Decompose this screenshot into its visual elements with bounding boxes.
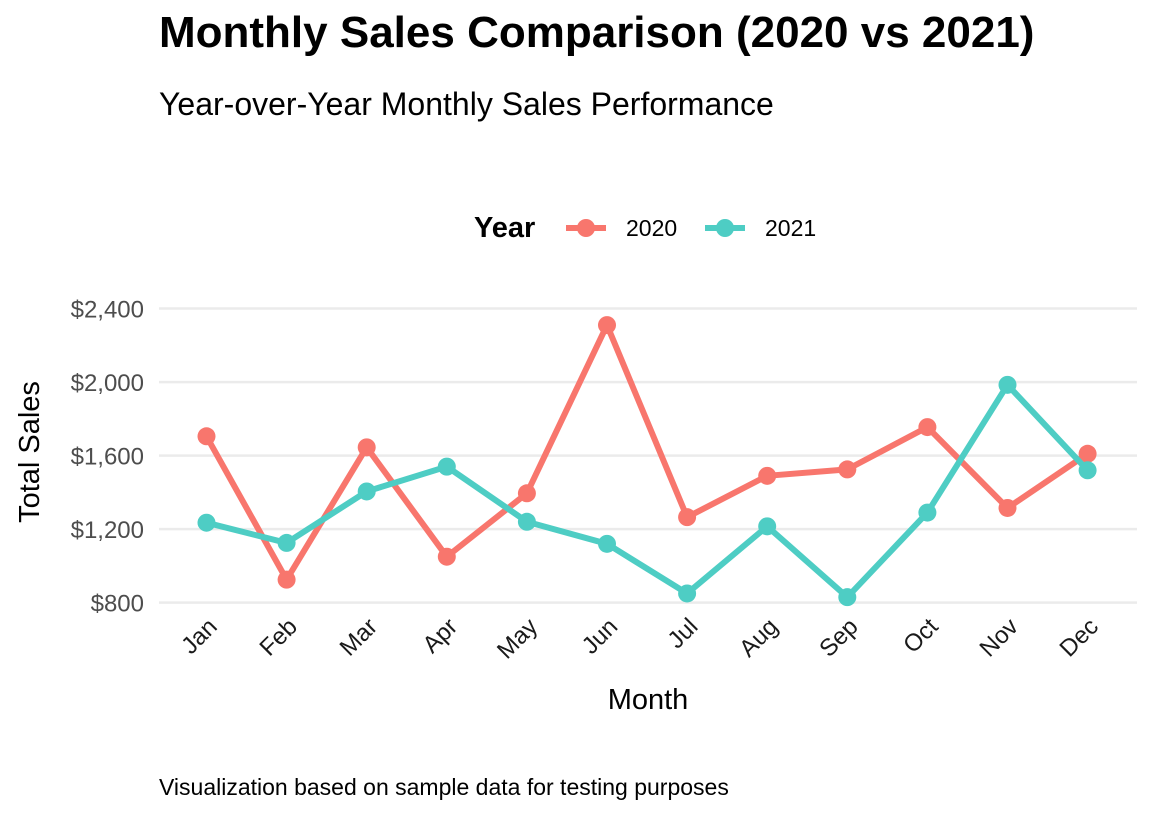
data-point [357, 482, 376, 501]
data-point [598, 316, 616, 335]
x-tick-label: Dec [1055, 613, 1104, 662]
x-tick-label: Nov [974, 613, 1023, 662]
chart-caption: Visualization based on sample data for t… [159, 774, 729, 800]
x-tick-label: Mar [335, 613, 383, 661]
data-point [598, 534, 616, 553]
series-2020 [197, 316, 1097, 589]
data-point [998, 375, 1017, 394]
x-tick-label: Feb [255, 613, 303, 661]
y-tick-label: $1,200 [71, 517, 144, 544]
legend-label: 2020 [626, 215, 677, 241]
data-point [517, 512, 536, 531]
data-point [1078, 461, 1097, 480]
x-tick-label: Jan [176, 613, 222, 659]
line-chart: Year 2020 2021 $800 $1,200 $1,600 $2,000 $2,4… [14, 212, 1137, 716]
data-point [758, 466, 777, 485]
chart-title: Monthly Sales Comparison (2020 vs 2021) [159, 8, 1035, 57]
data-point [838, 588, 857, 607]
data-point [437, 547, 456, 566]
data-point [357, 438, 376, 457]
y-tick-label: $800 [91, 591, 144, 618]
chart-subtitle: Year-over-Year Monthly Sales Performance [159, 86, 774, 122]
data-point [758, 517, 777, 536]
data-point [918, 503, 937, 522]
y-tick-label: $2,400 [71, 297, 144, 324]
data-point [197, 513, 216, 532]
series-layer [197, 316, 1097, 607]
data-point [678, 584, 697, 603]
x-tick-label: Jun [577, 613, 623, 659]
x-tick-label: Apr [418, 613, 464, 659]
data-point [678, 508, 697, 527]
x-tick-label: Oct [898, 613, 944, 659]
data-point [277, 533, 296, 552]
data-point [437, 457, 456, 476]
x-tick-label: Sep [814, 613, 863, 662]
x-tick-label: Jul [663, 613, 704, 654]
series-line [203, 322, 1091, 583]
legend-key-point [577, 219, 595, 237]
data-point [998, 498, 1017, 517]
legend-label: 2021 [765, 215, 816, 241]
x-tick-label: Aug [734, 613, 783, 662]
data-point [838, 460, 857, 479]
x-tick-label: May [492, 613, 543, 664]
y-axis-title: Total Sales [14, 381, 46, 523]
y-tick-label: $1,600 [71, 444, 144, 471]
legend-key-point [716, 219, 734, 237]
legend-title: Year [474, 212, 535, 244]
legend: Year 2020 2021 [474, 212, 816, 244]
x-axis-ticks: Jan Feb Mar Apr May Jun Jul Aug Sep Oct Nov Dec [176, 613, 1104, 664]
series-2021 [197, 375, 1097, 607]
x-axis-title: Month [608, 684, 689, 716]
legend-item-2021: 2021 [705, 215, 816, 241]
legend-item-2020: 2020 [566, 215, 677, 241]
data-point [277, 570, 296, 589]
series-line [203, 381, 1091, 601]
y-axis-ticks: $800 $1,200 $1,600 $2,000 $2,400 [71, 297, 144, 618]
y-gridlines [159, 307, 1137, 604]
y-tick-label: $2,000 [71, 370, 144, 397]
data-point [517, 484, 536, 503]
data-point [918, 418, 937, 437]
data-point [197, 427, 216, 446]
data-point [1078, 444, 1097, 463]
